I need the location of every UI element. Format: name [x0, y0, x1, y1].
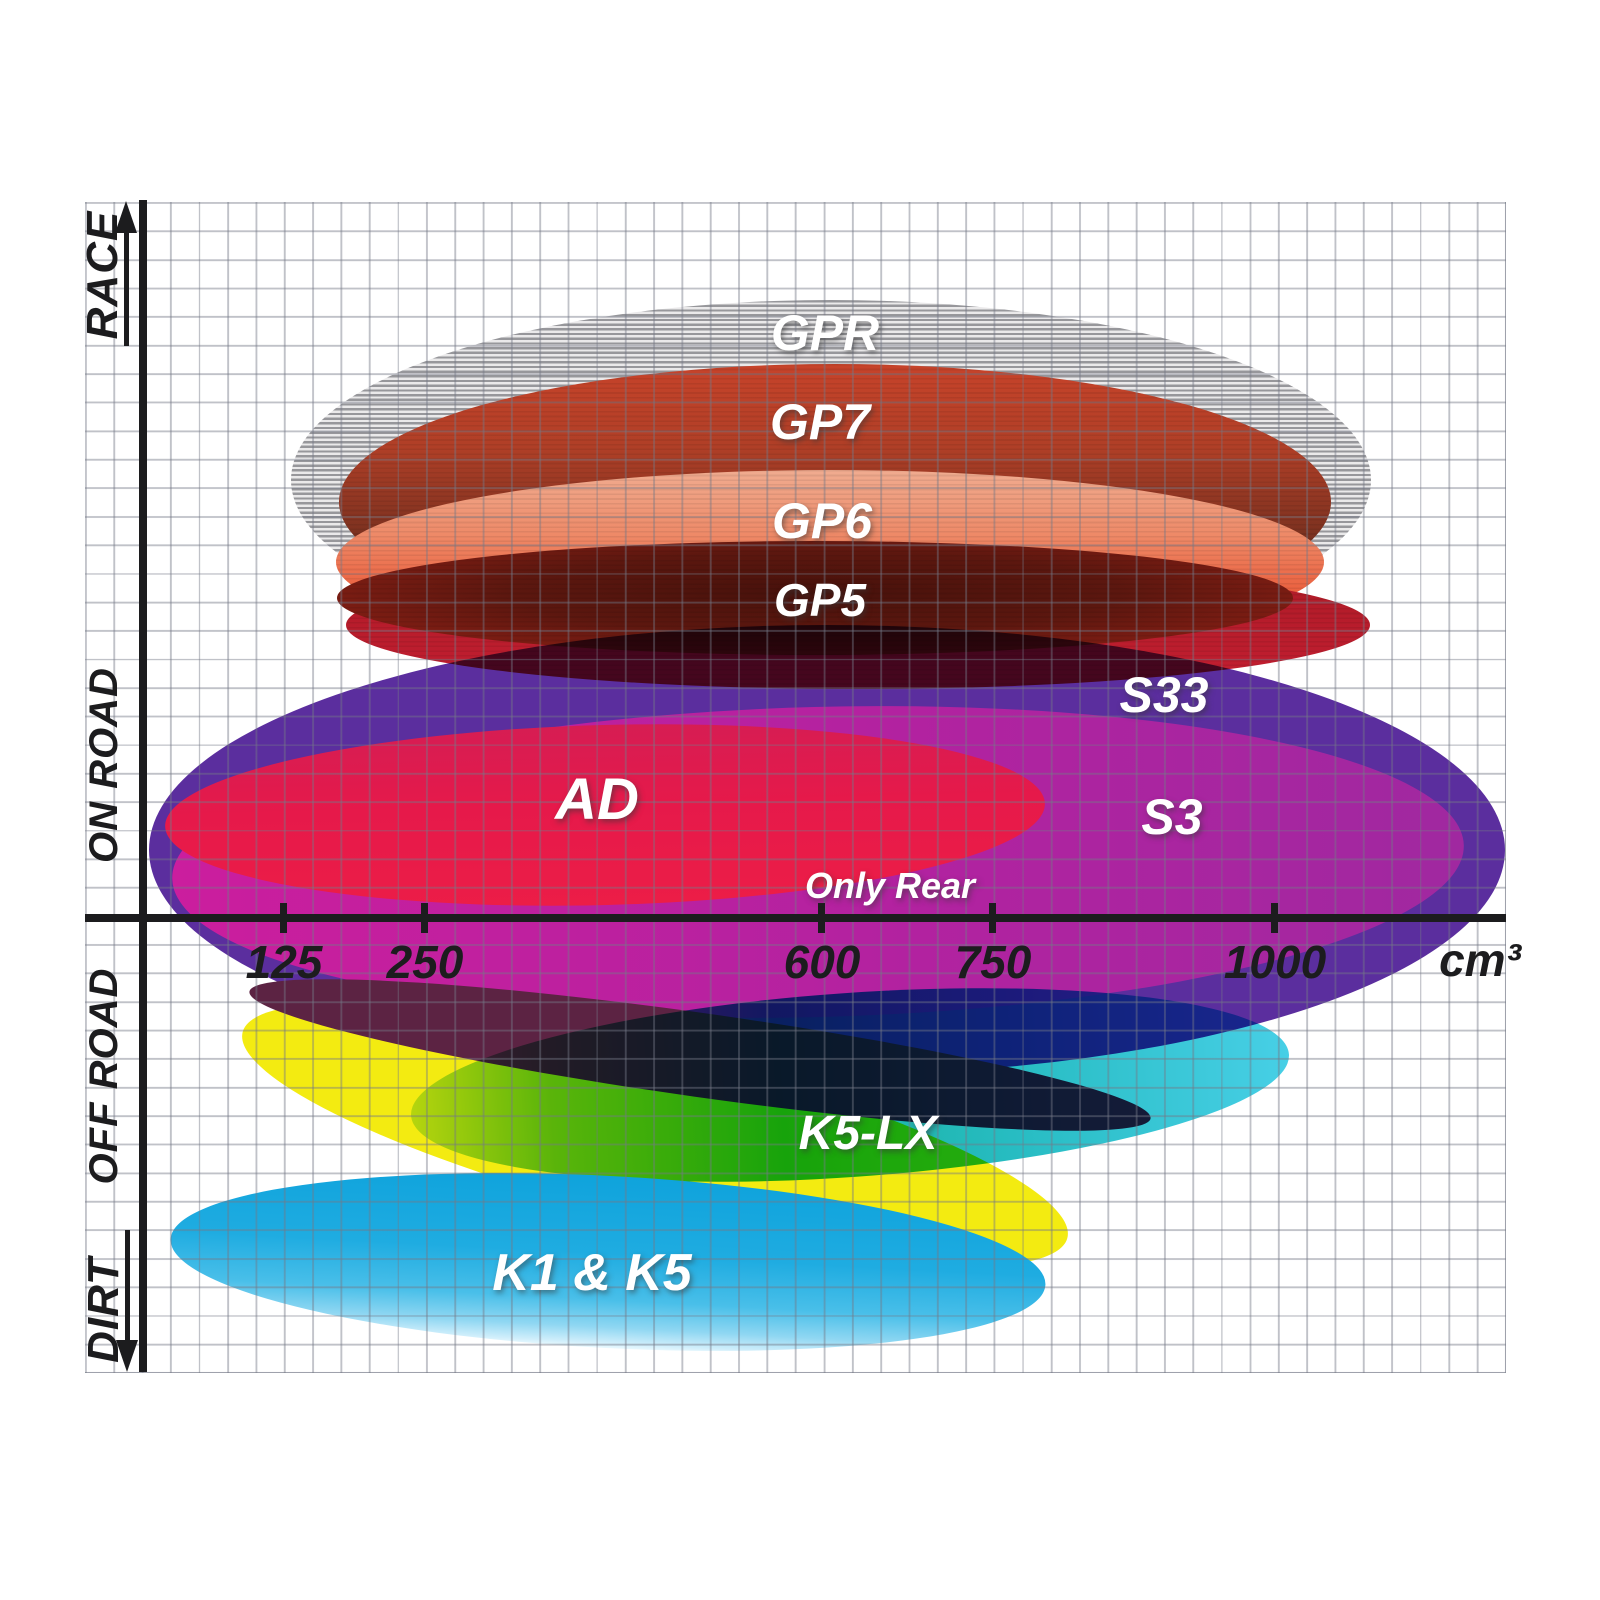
race-arrow-icon [115, 201, 137, 233]
s33-label: S33 [1119, 667, 1209, 723]
y-label-on-road: ON ROAD [82, 667, 126, 863]
gpr-label: GPR [770, 305, 880, 361]
dirt-arrow-line [125, 1230, 130, 1342]
x-tick-250 [421, 903, 428, 933]
k5lx-label: K5-LX [798, 1107, 938, 1160]
dirt-arrow-icon [116, 1340, 138, 1372]
ad-label: AD [555, 767, 639, 832]
gp6-label: GP6 [771, 493, 873, 549]
x-tick-label-250: 250 [386, 936, 464, 988]
x-tick-label-600: 600 [783, 936, 861, 988]
x-tick-125 [280, 903, 287, 933]
x-axis-unit-label: cm³ [1439, 934, 1521, 986]
y-label-off-road: OFF ROAD [82, 967, 126, 1185]
race-arrow-line [124, 228, 129, 346]
s3-label: S3 [1141, 789, 1203, 845]
y-axis-line [139, 200, 147, 1372]
y-label-race: RACE [78, 210, 127, 340]
x-tick-1000 [1271, 903, 1278, 933]
gp7-label: GP7 [769, 394, 871, 450]
y-label-dirt: DIRT [79, 1257, 128, 1363]
x-tick-label-125: 125 [245, 936, 323, 988]
x-tick-label-1000: 1000 [1223, 936, 1327, 988]
x-tick-label-750: 750 [954, 936, 1032, 988]
only-rear-label: Only Rear [804, 865, 976, 906]
x-tick-750 [989, 903, 996, 933]
x-tick-600 [818, 903, 825, 933]
k1k5-label: K1 & K5 [492, 1244, 692, 1302]
x-axis-line [85, 914, 1506, 922]
gp5-label: GP5 [773, 574, 867, 626]
